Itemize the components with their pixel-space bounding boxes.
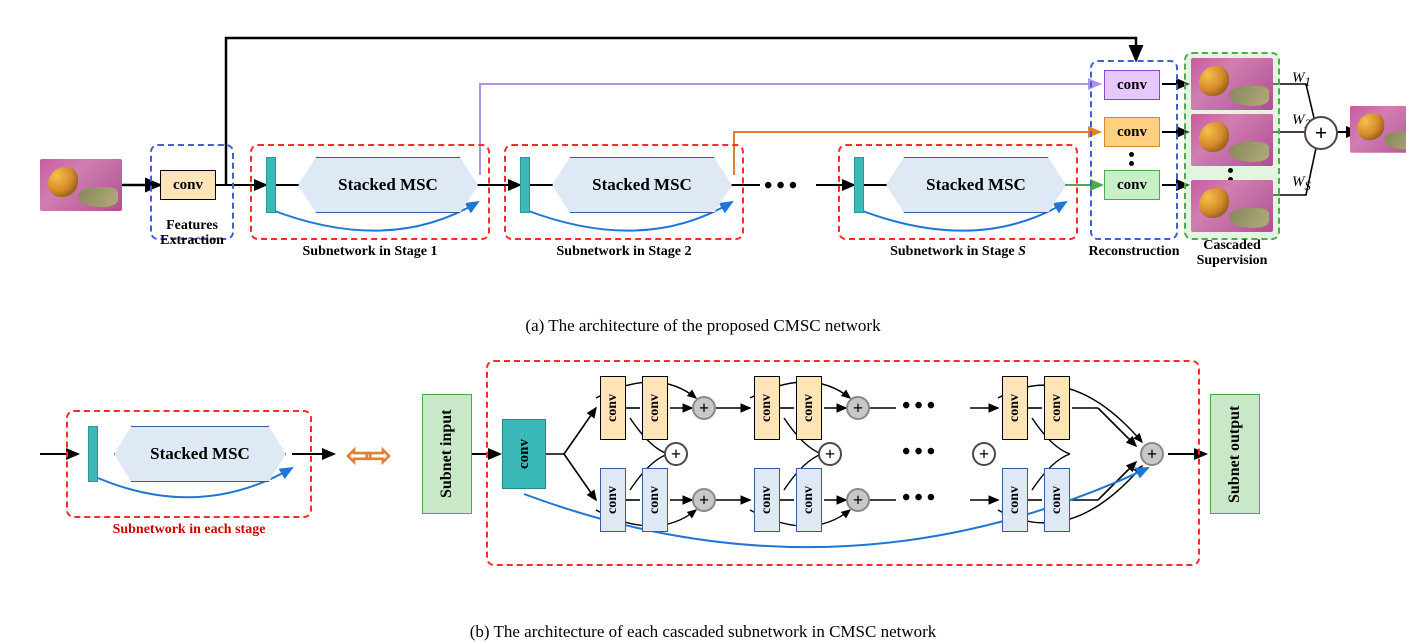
stageS-teal-bar [854, 157, 864, 213]
subnet-template-msc: Stacked MSC [114, 426, 286, 482]
conv-recon-2: conv [1104, 117, 1160, 147]
b1-plus-mid: + [664, 442, 688, 466]
stage1-label: Subnetwork in Stage 1 [250, 244, 490, 260]
subnet-each-stage-label: Subnetwork in each stage [66, 522, 312, 538]
b2-bot-conv2: conv [796, 468, 822, 532]
caption-a: (a) The architecture of the proposed CMS… [40, 316, 1366, 336]
msc-label: Stacked MSC [886, 157, 1066, 213]
stacked-msc-detail-box [486, 360, 1200, 566]
stage2-teal-bar [520, 157, 530, 213]
caption-b: (b) The architecture of each cascaded su… [40, 622, 1366, 642]
b2-plus-bot: + [846, 488, 870, 512]
conv-feature-extract: conv [160, 170, 216, 200]
msc-label-b: Stacked MSC [114, 426, 286, 482]
conv-label: conv [173, 177, 203, 194]
reconstruction-label: Reconstruction [1084, 244, 1184, 260]
bN-bot-conv1: conv [1002, 468, 1028, 532]
ellipsis-top: ••• [902, 402, 939, 412]
stage1-teal-bar [266, 157, 276, 213]
stageS-msc: Stacked MSC [886, 157, 1066, 213]
ellipsis-middle: ••• [902, 448, 939, 458]
b2-top-conv1: conv [754, 376, 780, 440]
recon-image-2 [1191, 114, 1273, 166]
b2-bot-conv1: conv [754, 468, 780, 532]
stage1-msc: Stacked MSC [298, 157, 478, 213]
b2-top-conv2: conv [796, 376, 822, 440]
stageS-label-S: S [1018, 244, 1026, 259]
bN-plus-mid-pre: + [972, 442, 996, 466]
recon-image-S [1191, 180, 1273, 232]
panel-b: Stacked MSC Subnetwork in each stage ⇦⇨ … [40, 336, 1366, 616]
subnet-output-box: Subnet output [1210, 394, 1260, 514]
b1-bot-conv2: conv [642, 468, 668, 532]
equivalence-arrow: ⇦⇨ [346, 436, 384, 474]
cascaded-supervision-label: Cascaded Supervision [1180, 238, 1284, 269]
b1-top-conv2: conv [642, 376, 668, 440]
stageS-label-text: Subnetwork in Stage [890, 244, 1018, 259]
stage2-msc: Stacked MSC [552, 157, 732, 213]
stageS-label: Subnetwork in Stage S [838, 244, 1078, 260]
output-image [1350, 106, 1406, 153]
subnet-input-box: Subnet input [422, 394, 472, 514]
final-plus: + [1140, 442, 1164, 466]
b1-plus-top: + [692, 396, 716, 420]
conv-recon-S: conv [1104, 170, 1160, 200]
conv-teal-b: conv [502, 419, 546, 489]
b1-top-conv1: conv [600, 376, 626, 440]
subnet-template-teal-bar [88, 426, 98, 482]
b1-plus-bot: + [692, 488, 716, 512]
input-image [40, 159, 122, 211]
recon-image-1 [1191, 58, 1273, 110]
bN-bot-conv2: conv [1044, 468, 1070, 532]
features-extraction-label: Features Extraction [154, 218, 230, 249]
bN-top-conv2: conv [1044, 376, 1070, 440]
ellipsis-stages: ••• [764, 182, 801, 192]
ellipsis-bottom: ••• [902, 494, 939, 504]
sum-plus: + [1304, 116, 1338, 150]
weight-wS: WS [1292, 174, 1311, 194]
msc-label: Stacked MSC [552, 157, 732, 213]
b2-plus-mid: + [818, 442, 842, 466]
conv-recon-1: conv [1104, 70, 1160, 100]
bN-top-conv1: conv [1002, 376, 1028, 440]
stage2-label: Subnetwork in Stage 2 [504, 244, 744, 260]
panel-a: conv Features Extraction Stacked MSC Sub… [40, 20, 1366, 310]
b2-plus-top: + [846, 396, 870, 420]
b1-bot-conv1: conv [600, 468, 626, 532]
msc-label: Stacked MSC [298, 157, 478, 213]
weight-w1: W1 [1292, 70, 1311, 90]
